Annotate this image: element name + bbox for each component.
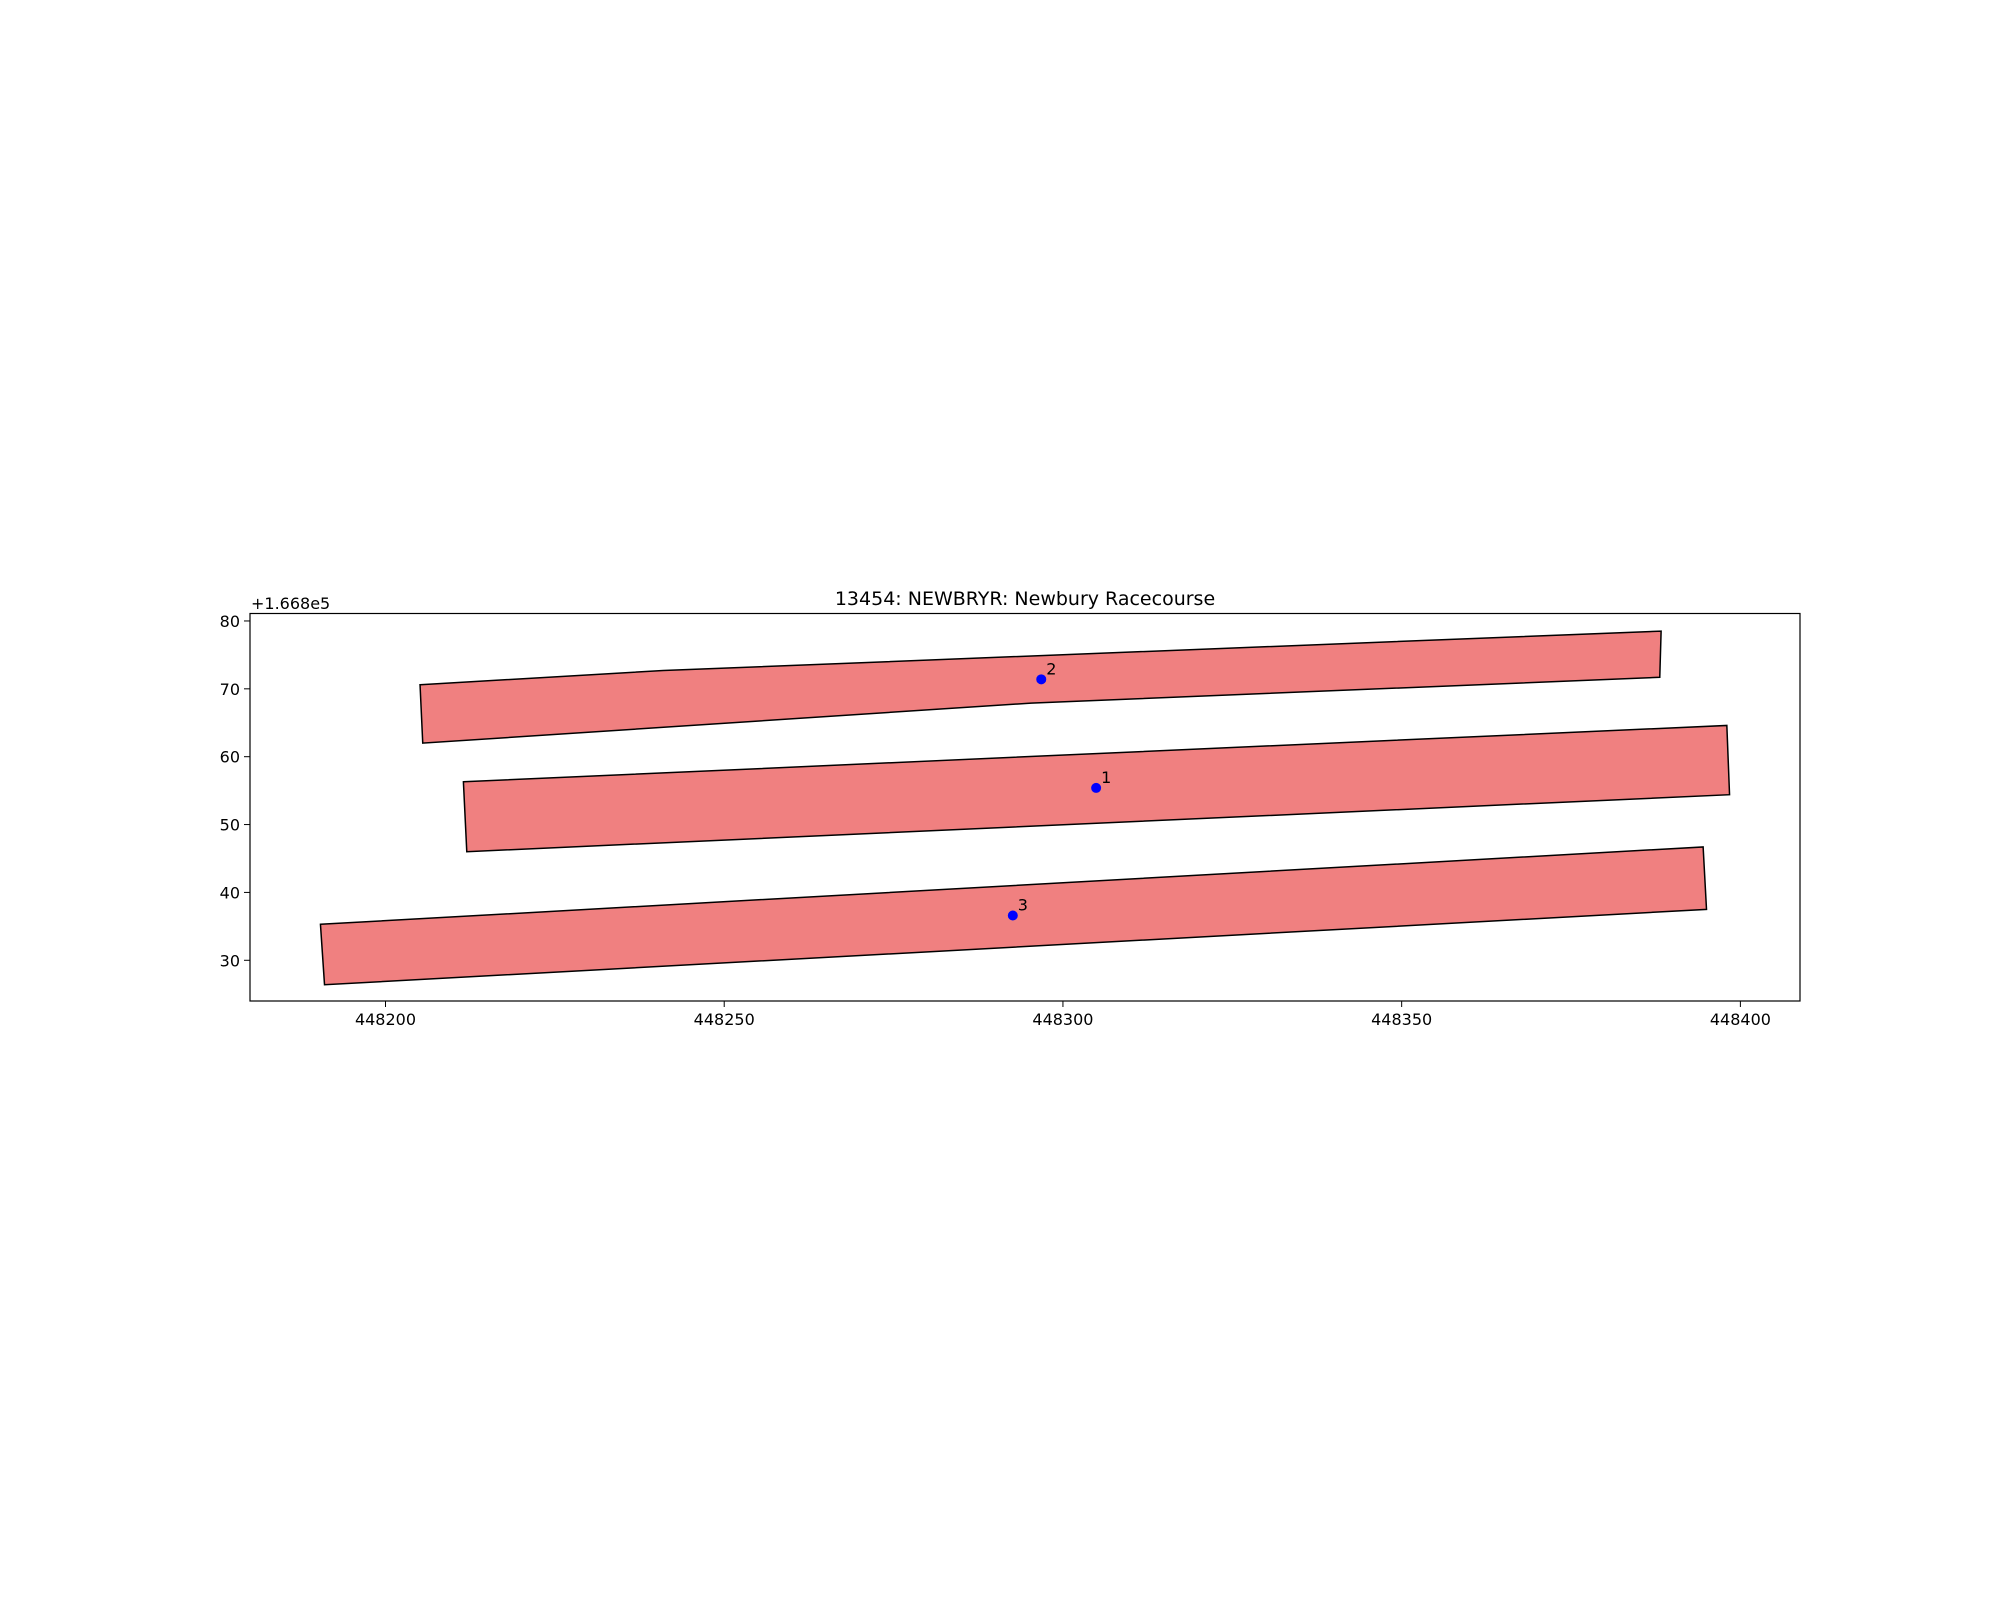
point [1007, 910, 1018, 921]
y-tick-label: 50 [220, 816, 240, 835]
y-tick-label: 70 [220, 680, 240, 699]
x-tick-label: 448400 [1710, 1010, 1771, 1029]
y-tick-label: 30 [220, 951, 240, 970]
y-tick-label: 60 [220, 748, 240, 767]
x-tick-label: 448300 [1032, 1010, 1093, 1029]
point-label: 2 [1046, 659, 1056, 678]
point [1036, 674, 1047, 685]
y-offset-label: +1.668e5 [251, 594, 330, 613]
x-tick-label: 448250 [694, 1010, 755, 1029]
point-label: 3 [1018, 895, 1028, 914]
point [1091, 782, 1102, 793]
chart-title: 13454: NEWBRYR: Newbury Racecourse [835, 588, 1215, 610]
y-tick-label: 40 [220, 883, 240, 902]
x-tick-label: 448350 [1371, 1010, 1432, 1029]
field-polygon [419, 630, 1662, 744]
axes-frame [249, 612, 1801, 1002]
x-tick-label: 448200 [355, 1010, 416, 1029]
point-label: 1 [1101, 768, 1111, 787]
y-tick-label: 80 [220, 612, 240, 631]
